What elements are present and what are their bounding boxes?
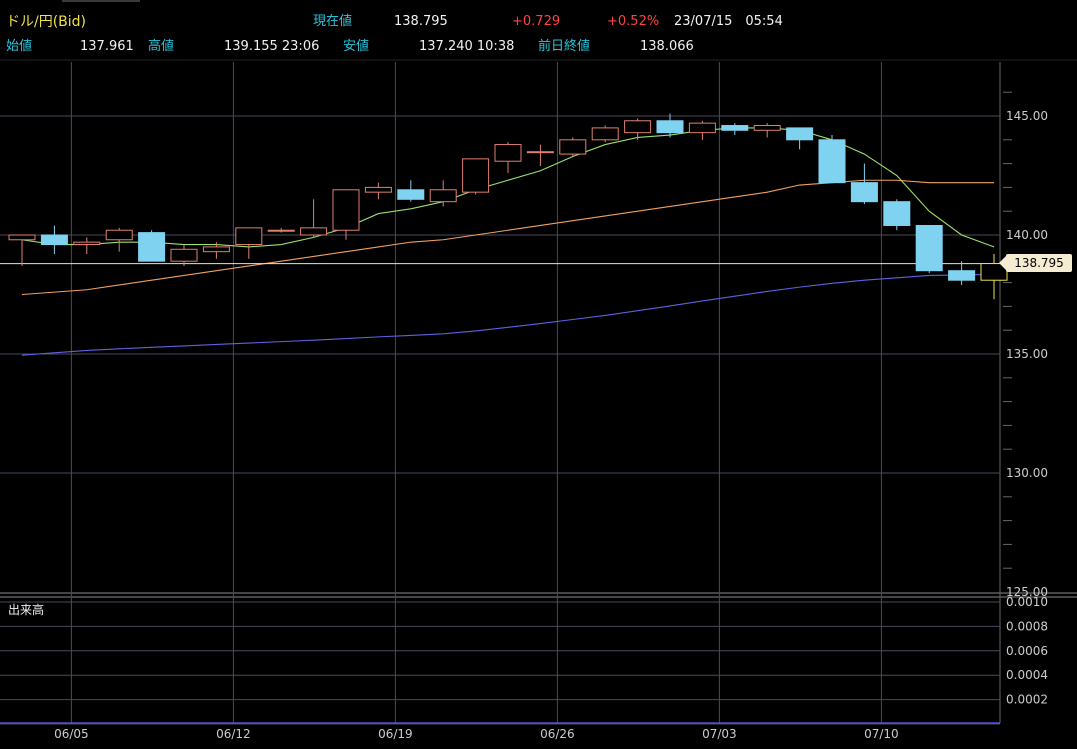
current-label: 現在値 xyxy=(313,14,353,29)
candle-body-down xyxy=(818,139,846,184)
open-label: 始値 xyxy=(6,39,33,54)
candle-body-up xyxy=(73,241,101,246)
candle-body-up xyxy=(202,246,230,253)
current-value: 138.795 xyxy=(394,14,448,29)
pair-title: ドル/円(Bid) xyxy=(6,14,87,30)
candle-body-up xyxy=(8,234,36,241)
volume-tick-label: 0.0010 xyxy=(1006,595,1048,609)
candle-body-up xyxy=(332,189,360,231)
candle-body-up xyxy=(267,229,295,232)
high-value: 139.155 23:06 xyxy=(224,39,320,54)
candle-body-down xyxy=(138,232,166,262)
candle-body-down xyxy=(883,201,911,226)
x-tick-label: 06/12 xyxy=(216,727,251,741)
candle-body-down xyxy=(397,189,425,200)
candle-body-up xyxy=(170,248,198,262)
candle-body-up xyxy=(688,122,716,134)
y-tick-label: 140.00 xyxy=(1006,228,1048,242)
candle-body-up xyxy=(300,227,328,236)
candle-body-up xyxy=(591,127,619,141)
candle-body-up xyxy=(494,144,522,162)
candle-body-up xyxy=(559,139,587,155)
candle-body-down xyxy=(915,224,943,272)
high-label: 高値 xyxy=(148,39,175,54)
candle-body-down xyxy=(948,270,976,281)
ma-long-line xyxy=(21,273,995,356)
x-tick-label: 06/19 xyxy=(378,727,413,741)
candle-body-down xyxy=(656,120,684,134)
change-pct: +0.52% xyxy=(607,14,660,29)
candle-body-up xyxy=(624,120,652,134)
prev-close-label: 前日終値 xyxy=(538,39,591,54)
candle-body-down xyxy=(40,234,68,246)
low-value: 137.240 10:38 xyxy=(419,39,515,54)
volume-tick-label: 0.0004 xyxy=(1006,668,1048,682)
y-tick-label: 125.00 xyxy=(1006,585,1048,599)
volume-tick-label: 0.0002 xyxy=(1006,693,1048,707)
prev-close-value: 138.066 xyxy=(640,39,694,54)
x-tick-label: 06/26 xyxy=(540,727,575,741)
current-price-badge: 138.795 xyxy=(999,254,1072,272)
quote-header: ドル/円(Bid) 現在値 138.795 +0.729 +0.52% 23/0… xyxy=(0,0,1077,60)
x-tick-label: 06/05 xyxy=(54,727,89,741)
candle-body-up xyxy=(753,125,781,131)
candle-body-down xyxy=(721,125,749,131)
low-label: 安値 xyxy=(343,39,370,54)
x-tick-label: 07/10 xyxy=(864,727,899,741)
y-tick-label: 135.00 xyxy=(1006,347,1048,361)
candle-body-up xyxy=(526,151,554,154)
x-tick-label: 07/03 xyxy=(702,727,737,741)
volume-tick-label: 0.0006 xyxy=(1006,644,1048,658)
quote-datetime: 23/07/15 05:54 xyxy=(674,14,783,29)
ma-mid-line xyxy=(21,179,994,296)
y-tick-label: 130.00 xyxy=(1006,466,1048,480)
volume-panel-label: 出来高 xyxy=(8,603,45,617)
candle-body-down xyxy=(786,127,814,141)
candle-body-up xyxy=(235,227,263,246)
candle-body-up xyxy=(364,186,392,193)
open-value: 137.961 xyxy=(80,39,134,54)
candle-body-up xyxy=(105,229,133,241)
top-tab-indicator xyxy=(62,0,140,2)
volume-tick-label: 0.0008 xyxy=(1006,619,1048,633)
change-value: +0.729 xyxy=(512,14,561,29)
candle-body-up xyxy=(462,158,490,193)
candle-body-up xyxy=(429,189,457,203)
candle-body-down xyxy=(850,182,878,203)
y-tick-label: 145.00 xyxy=(1006,109,1048,123)
